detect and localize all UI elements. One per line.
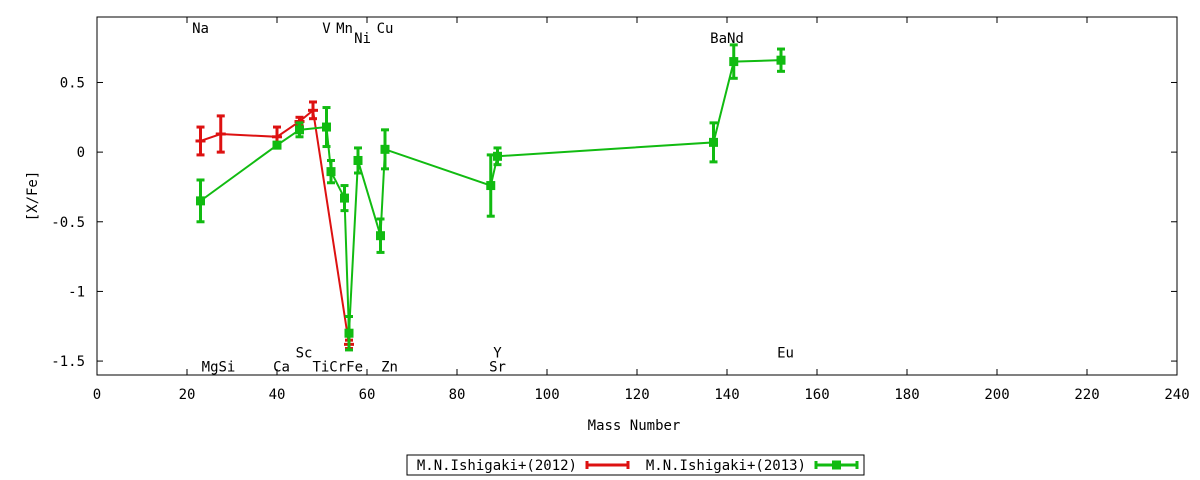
element-label: Na xyxy=(192,21,209,37)
legend-label-2012: M.N.Ishigaki+(2012) xyxy=(417,458,577,474)
data-point xyxy=(272,140,282,150)
element-label: Sr xyxy=(489,360,506,376)
legend-box xyxy=(406,454,865,476)
x-tick-label: 120 xyxy=(624,387,649,403)
x-tick-label: 80 xyxy=(449,387,466,403)
data-point xyxy=(344,328,354,338)
y-tick-label: 0 xyxy=(77,145,85,161)
data-point xyxy=(326,167,336,177)
element-label: Ca xyxy=(273,360,290,376)
y-tick-label: -1.5 xyxy=(51,354,85,370)
data-point xyxy=(196,196,205,206)
data-point xyxy=(340,193,349,203)
y-tick-label: -1 xyxy=(68,284,85,300)
x-tick-label: 240 xyxy=(1164,387,1189,403)
x-tick-label: 200 xyxy=(984,387,1009,403)
element-labels: Na V Mn Cu Ni BaNd Sc Y Eu MgSi Ca TiCrFe Zn Sr xyxy=(192,21,794,375)
y-tick-label: 0.5 xyxy=(60,75,85,91)
element-label: Zn xyxy=(381,360,398,376)
y-tick-label: -0.5 xyxy=(51,215,85,231)
data-point xyxy=(776,55,786,65)
element-label: Eu xyxy=(777,346,794,362)
element-label: TiCrFe xyxy=(312,360,363,376)
legend-sample-2013 xyxy=(814,460,859,470)
plot-frame xyxy=(96,16,1178,376)
x-tick-label: 40 xyxy=(269,387,286,403)
element-label: Y xyxy=(493,346,502,362)
x-tick-label: 140 xyxy=(714,387,739,403)
data-point xyxy=(380,144,390,154)
element-label: V xyxy=(322,21,331,37)
element-label: Sc xyxy=(296,346,313,362)
legend: M.N.Ishigaki+(2012) M.N.Ishigaki+(2013) xyxy=(406,454,865,476)
y-axis-label: [X/Fe] xyxy=(25,171,41,222)
series-1 xyxy=(196,43,786,352)
series-group xyxy=(195,43,786,352)
element-label: Ni xyxy=(354,31,371,47)
element-label: BaNd xyxy=(710,31,744,47)
x-tick-label: 0 xyxy=(93,387,101,403)
x-tick-label: 180 xyxy=(894,387,919,403)
data-point xyxy=(322,122,331,132)
legend-sample-2012 xyxy=(585,461,630,469)
x-tick-label: 60 xyxy=(359,387,376,403)
data-point xyxy=(486,181,496,191)
data-point xyxy=(709,137,718,147)
x-tick-label: 160 xyxy=(804,387,829,403)
legend-marker xyxy=(832,460,841,470)
data-point xyxy=(493,151,502,161)
legend-label-2013: M.N.Ishigaki+(2013) xyxy=(646,458,806,474)
element-label: Mn xyxy=(336,21,353,37)
data-point xyxy=(376,231,385,241)
data-point xyxy=(353,155,363,165)
x-tick-label: 100 xyxy=(534,387,559,403)
x-tick-label: 20 xyxy=(179,387,196,403)
x-tick-label: 220 xyxy=(1074,387,1099,403)
data-point xyxy=(295,125,304,135)
x-axis-label: Mass Number xyxy=(588,418,681,434)
axis-ticks: 0 20 40 60 80 100 120 140 160 180 200 220 240 -1.5 -1 -… xyxy=(51,17,1190,403)
series-0 xyxy=(195,100,354,351)
element-label: Cu xyxy=(377,21,394,37)
data-point xyxy=(729,57,739,67)
element-label: MgSi xyxy=(202,360,236,376)
